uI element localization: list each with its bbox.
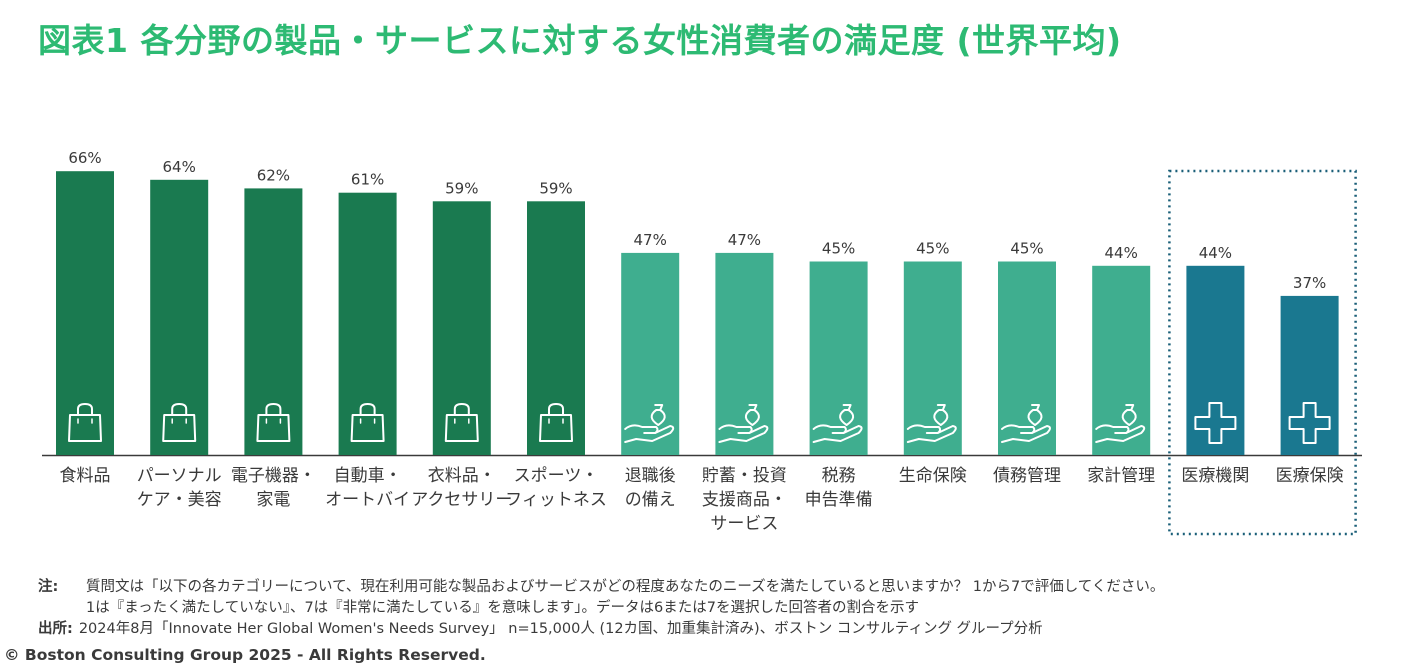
value-label: 37% xyxy=(1293,274,1326,292)
value-label: 47% xyxy=(728,231,761,249)
category-label: 退職後 xyxy=(625,466,676,486)
category-label: スポーツ・ xyxy=(514,466,599,486)
category-label: 家電 xyxy=(256,490,290,510)
bar xyxy=(150,179,209,456)
category-label: 衣料品・ xyxy=(428,466,496,486)
note-line-1: 質問文は「以下の各カテゴリーについて、現在利用可能な製品およびサービスがどの程度… xyxy=(86,579,1165,595)
bar xyxy=(527,201,585,455)
source-label: 出所: xyxy=(38,621,73,637)
shopping-bag-icon xyxy=(68,403,102,442)
note-label: 注: xyxy=(38,579,59,595)
value-label: 59% xyxy=(445,179,478,197)
category-label: 税務 xyxy=(822,466,856,486)
value-label: 59% xyxy=(539,179,572,197)
value-label: 44% xyxy=(1105,244,1138,262)
value-label: 47% xyxy=(634,231,667,249)
bar xyxy=(903,261,962,455)
shopping-bag-icon xyxy=(162,403,197,442)
category-label: 支援商品・ xyxy=(702,490,787,510)
category-label: の備え xyxy=(625,490,676,510)
bar xyxy=(809,261,868,455)
highlight-box xyxy=(1168,169,1357,536)
bar xyxy=(1280,295,1339,455)
bar xyxy=(998,261,1056,455)
category-label: オートバイ xyxy=(325,490,410,510)
bar xyxy=(56,171,114,455)
category-label: アクセサリー xyxy=(411,490,512,510)
value-label: 45% xyxy=(822,240,855,258)
medical-cross-icon xyxy=(1194,402,1237,444)
category-label: サービス xyxy=(710,514,778,534)
money-bag-hand-icon xyxy=(624,404,675,443)
notes-block: 注: 質問文は「以下の各カテゴリーについて、現在利用可能な製品およびサービスがど… xyxy=(38,577,1164,640)
category-label: 債務管理 xyxy=(993,466,1061,486)
category-label: 医療機関 xyxy=(1181,466,1249,486)
category-label: 食料品 xyxy=(60,466,111,486)
money-bag-hand-icon xyxy=(1001,404,1051,443)
category-label: 貯蓄・投資 xyxy=(702,466,787,486)
value-label: 64% xyxy=(163,158,196,176)
value-label: 45% xyxy=(916,240,949,258)
shopping-bag-icon xyxy=(444,403,479,442)
bar xyxy=(432,201,491,455)
value-label: 62% xyxy=(257,166,290,184)
category-label: 医療保険 xyxy=(1276,466,1344,486)
value-label: 44% xyxy=(1199,244,1232,262)
bar xyxy=(244,188,303,455)
money-bag-hand-icon xyxy=(1095,404,1146,443)
bar xyxy=(1092,265,1151,455)
value-label: 45% xyxy=(1010,240,1043,258)
value-label: 61% xyxy=(351,171,384,189)
category-label: ケア・美容 xyxy=(137,490,222,510)
page-title: 図表1 各分野の製品・サービスに対する女性消費者の満足度 (世界平均) xyxy=(38,21,1122,60)
shopping-bag-icon xyxy=(256,403,291,442)
money-bag-hand-icon xyxy=(906,404,957,443)
category-label: 家計管理 xyxy=(1087,466,1155,486)
note-line-2: 1は『まったく満たしていない』、7は『非常に満たしている』を意味します」。データ… xyxy=(86,600,919,616)
money-bag-hand-icon xyxy=(718,404,769,443)
source-text: 2024年8月「Innovate Her Global Women's Need… xyxy=(78,621,1043,637)
value-label: 66% xyxy=(68,149,101,167)
shopping-bag-icon xyxy=(539,403,573,442)
bar xyxy=(621,252,680,455)
category-label: パーソナル xyxy=(137,466,222,486)
category-label: 申告準備 xyxy=(805,490,873,510)
shopping-bag-icon xyxy=(350,403,385,442)
copyright: © Boston Consulting Group 2025 - All Rig… xyxy=(4,646,486,664)
money-bag-hand-icon xyxy=(812,404,863,443)
category-label: 生命保険 xyxy=(899,466,967,486)
bar xyxy=(715,252,774,455)
category-label: 自動車・ xyxy=(334,466,402,486)
category-label: 電子機器・ xyxy=(231,466,316,486)
medical-cross-icon xyxy=(1288,402,1331,444)
bar xyxy=(338,192,397,455)
category-label: フィットネス xyxy=(505,490,607,510)
